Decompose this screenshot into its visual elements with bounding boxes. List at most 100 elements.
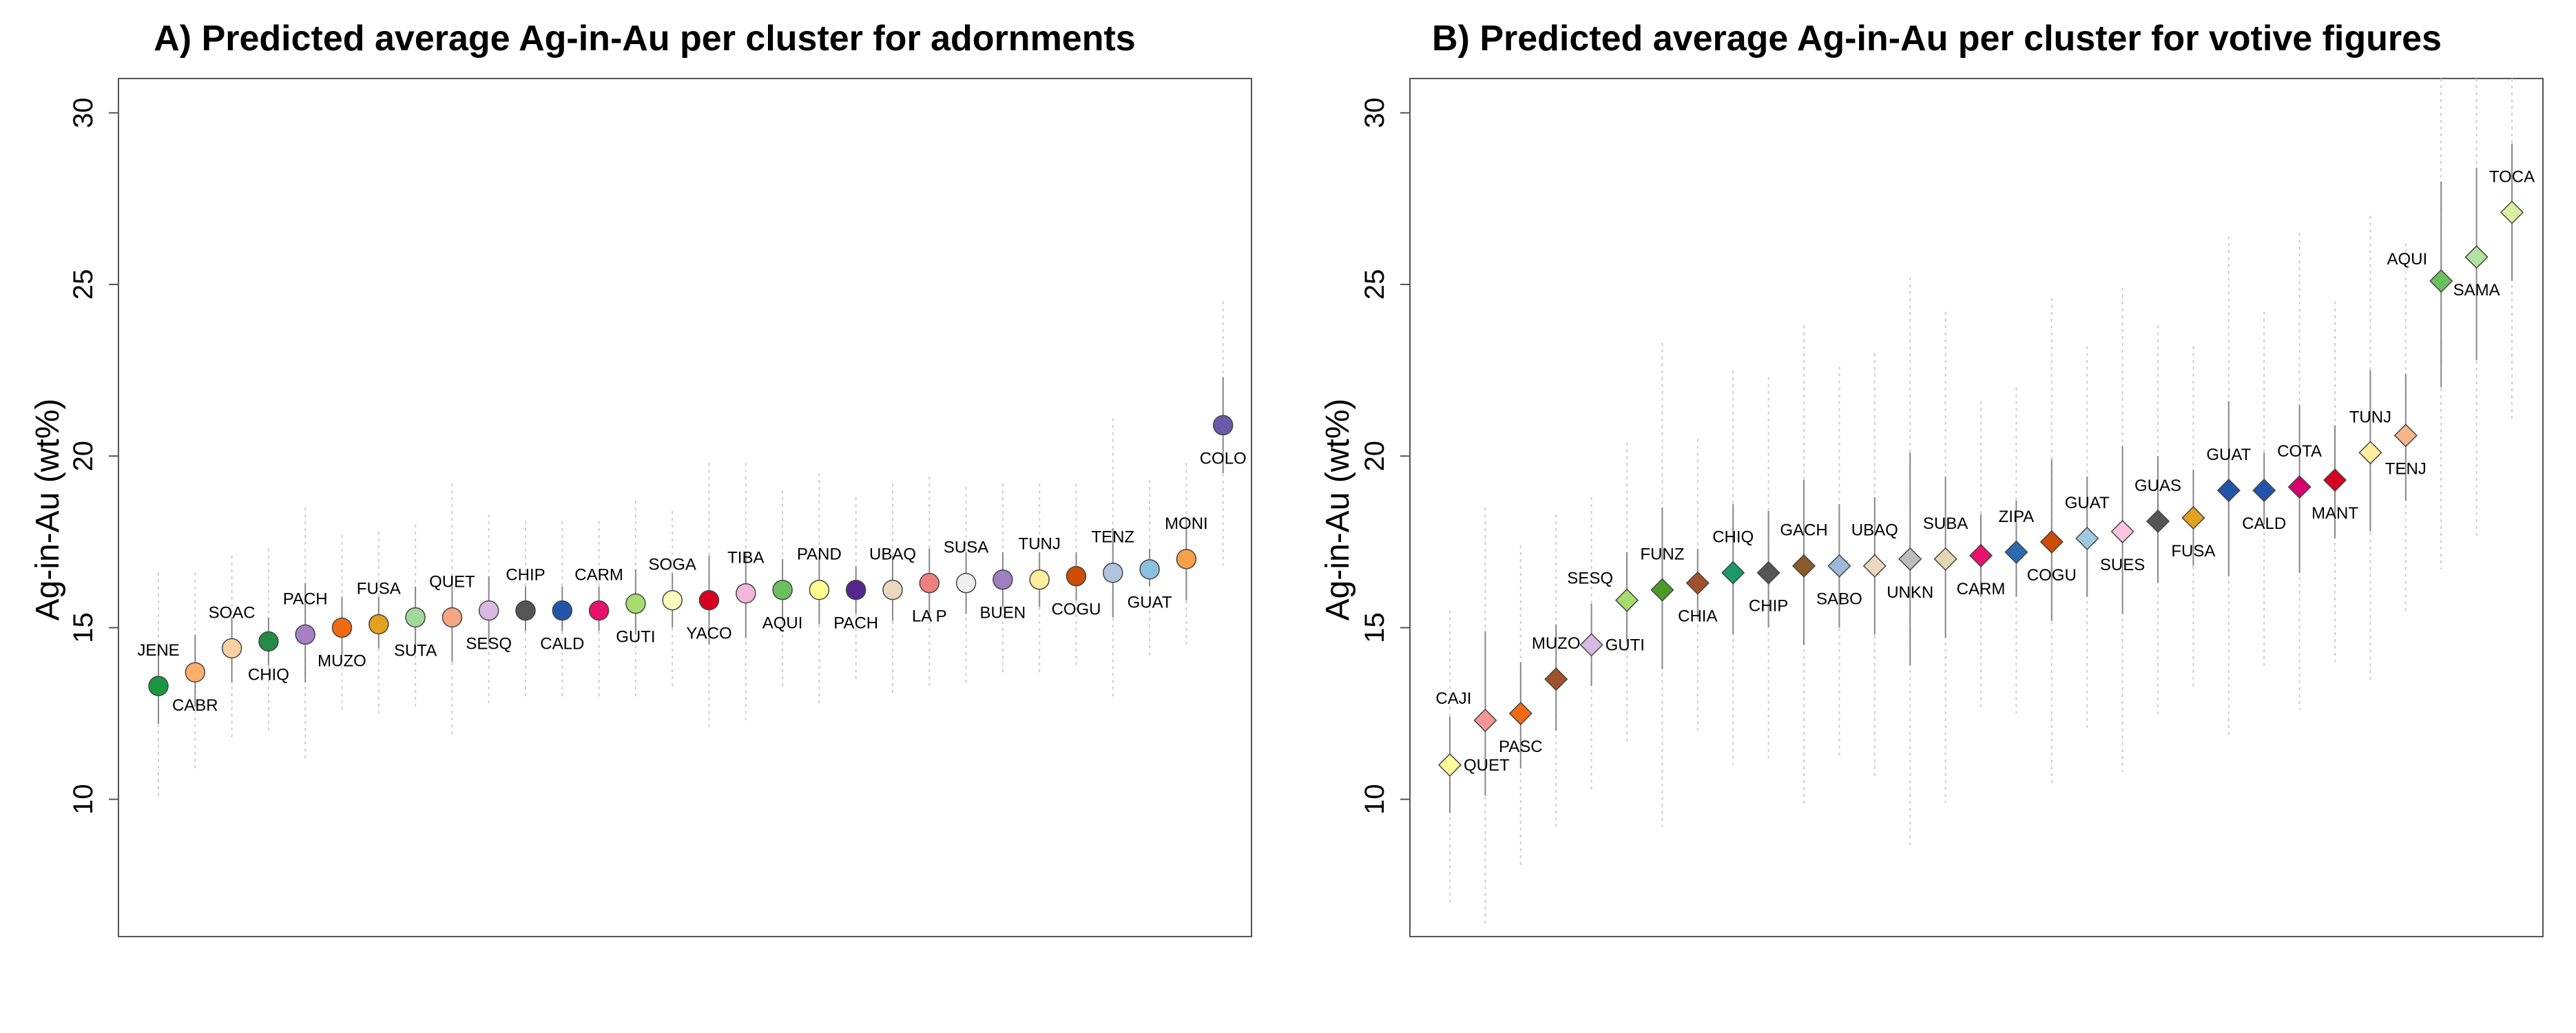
- y-tick-label: 15: [1360, 612, 1390, 643]
- cluster-markers: [148, 415, 1234, 696]
- cluster-markers: [1437, 200, 2524, 777]
- cluster-label: CHIP: [506, 566, 545, 585]
- cluster-marker: [1756, 561, 1780, 585]
- cluster-marker: [2323, 468, 2347, 492]
- cluster-marker: [2500, 200, 2524, 225]
- cluster-label: CHIQ: [1712, 528, 1754, 547]
- cluster-marker: [2004, 540, 2028, 564]
- cluster-marker: [662, 589, 683, 611]
- cluster-marker: [955, 572, 977, 594]
- cluster-labels: JENE CABR SOAC CHIQ PACH MUZO FUSA SUTA QUET SESQ…: [137, 449, 1246, 715]
- cluster-marker: [1544, 667, 1568, 691]
- cluster-label: CARM: [1957, 580, 2006, 598]
- cluster-marker: [2181, 505, 2205, 530]
- y-tick-label: 10: [1360, 784, 1390, 815]
- y-tick-label: 25: [68, 269, 98, 300]
- cluster-label: TIBA: [727, 549, 764, 567]
- cluster-label: MANT: [2312, 504, 2358, 523]
- chart-title: B) Predicted average Ag-in-Au per cluste…: [1432, 19, 2442, 59]
- cluster-label: SUBA: [1923, 514, 1968, 533]
- cluster-marker: [185, 662, 206, 682]
- cluster-label: CHIQ: [248, 665, 289, 684]
- cluster-label: CALD: [540, 635, 584, 654]
- cluster-label: YACO: [686, 625, 731, 643]
- cluster-label: SUSA: [944, 539, 988, 557]
- cluster-label: SOAC: [209, 603, 256, 622]
- cluster-label: SESQ: [466, 635, 512, 654]
- cluster-label: AQUI: [2387, 250, 2428, 269]
- cluster-label: SUTA: [394, 641, 437, 660]
- cluster-label: FUSA: [2171, 542, 2215, 561]
- cluster-marker: [331, 617, 353, 638]
- cluster-label: SAMA: [2453, 281, 2500, 300]
- y-tick-label: 15: [68, 612, 98, 643]
- cluster-label: MUZO: [1532, 634, 1581, 653]
- cluster-marker: [625, 593, 646, 614]
- cluster-label: GUTI: [616, 628, 655, 647]
- cluster-label: CARM: [574, 566, 623, 585]
- cluster-marker: [2039, 530, 2064, 554]
- confidence-interval-lines: [158, 377, 1224, 724]
- cluster-label: MUZO: [318, 651, 366, 670]
- cluster-marker: [882, 579, 903, 601]
- cluster-marker: [2146, 509, 2170, 533]
- cluster-label: CABR: [172, 696, 218, 715]
- cluster-marker: [1862, 554, 1887, 578]
- cluster-marker: [1827, 554, 1851, 578]
- chart-title: A) Predicted average Ag-in-Au per cluste…: [154, 19, 1135, 59]
- cluster-marker: [1176, 549, 1197, 570]
- cluster-label: QUET: [429, 572, 475, 591]
- y-axis-label: Ag-in-Au (wt%): [30, 399, 66, 621]
- cluster-label: GUAS: [2134, 477, 2181, 495]
- cluster-marker: [258, 631, 279, 652]
- cluster-label: LA P: [912, 607, 947, 626]
- cluster-marker: [1933, 547, 1957, 571]
- cluster-marker: [2393, 424, 2418, 448]
- cluster-marker: [2358, 441, 2382, 465]
- cluster-label: COGU: [1052, 601, 1101, 619]
- cluster-marker: [1437, 753, 1462, 777]
- cluster-marker: [1473, 708, 1497, 733]
- cluster-marker: [515, 600, 536, 621]
- plot-frame: [1409, 78, 2544, 937]
- cluster-marker: [2075, 526, 2099, 550]
- cluster-label: AQUI: [762, 614, 803, 633]
- cluster-label: BUEN: [980, 604, 1026, 623]
- y-tick-label: 30: [68, 98, 98, 129]
- cluster-marker: [1029, 569, 1050, 590]
- cluster-marker: [919, 572, 940, 594]
- cluster-marker: [993, 569, 1013, 590]
- cluster-label: CAJI: [1435, 689, 1471, 708]
- cluster-label: PACH: [283, 589, 328, 608]
- cluster-marker: [1579, 633, 1603, 657]
- y-tick-label: 10: [68, 784, 98, 815]
- cluster-marker: [2429, 269, 2453, 293]
- cluster-marker: [2216, 479, 2241, 503]
- cluster-label: GUAT: [2206, 446, 2251, 464]
- y-axis: 10 15 20 25 30: [68, 98, 118, 815]
- cluster-marker: [2110, 519, 2134, 543]
- cluster-label: UNKN: [1887, 583, 1933, 602]
- cluster-label: COLO: [1200, 449, 1247, 468]
- cluster-marker: [1614, 588, 1639, 612]
- cluster-label: TUNJ: [2349, 408, 2391, 426]
- cluster-marker: [1139, 559, 1160, 580]
- prediction-interval-lines: [158, 301, 1224, 800]
- cluster-marker: [295, 624, 315, 645]
- cluster-marker: [1103, 562, 1123, 583]
- cluster-marker: [1791, 554, 1816, 578]
- cluster-marker: [809, 579, 830, 601]
- cluster-marker: [2252, 479, 2276, 503]
- y-tick-label: 20: [1360, 441, 1390, 472]
- cluster-label: PASC: [1499, 738, 1543, 756]
- cluster-label: GUTI: [1606, 636, 1645, 654]
- cluster-marker: [2464, 245, 2489, 269]
- cluster-label: SESQ: [1567, 570, 1613, 588]
- cluster-marker: [845, 579, 866, 601]
- cluster-labels: QUET CAJI PASC MUZO GUTI SESQ FUNZ CHIA CHIQ CHIP…: [1435, 167, 2535, 774]
- cluster-label: PAND: [797, 545, 842, 564]
- cluster-marker: [1650, 578, 1674, 602]
- cluster-marker: [1212, 415, 1234, 436]
- cluster-marker: [1508, 701, 1533, 726]
